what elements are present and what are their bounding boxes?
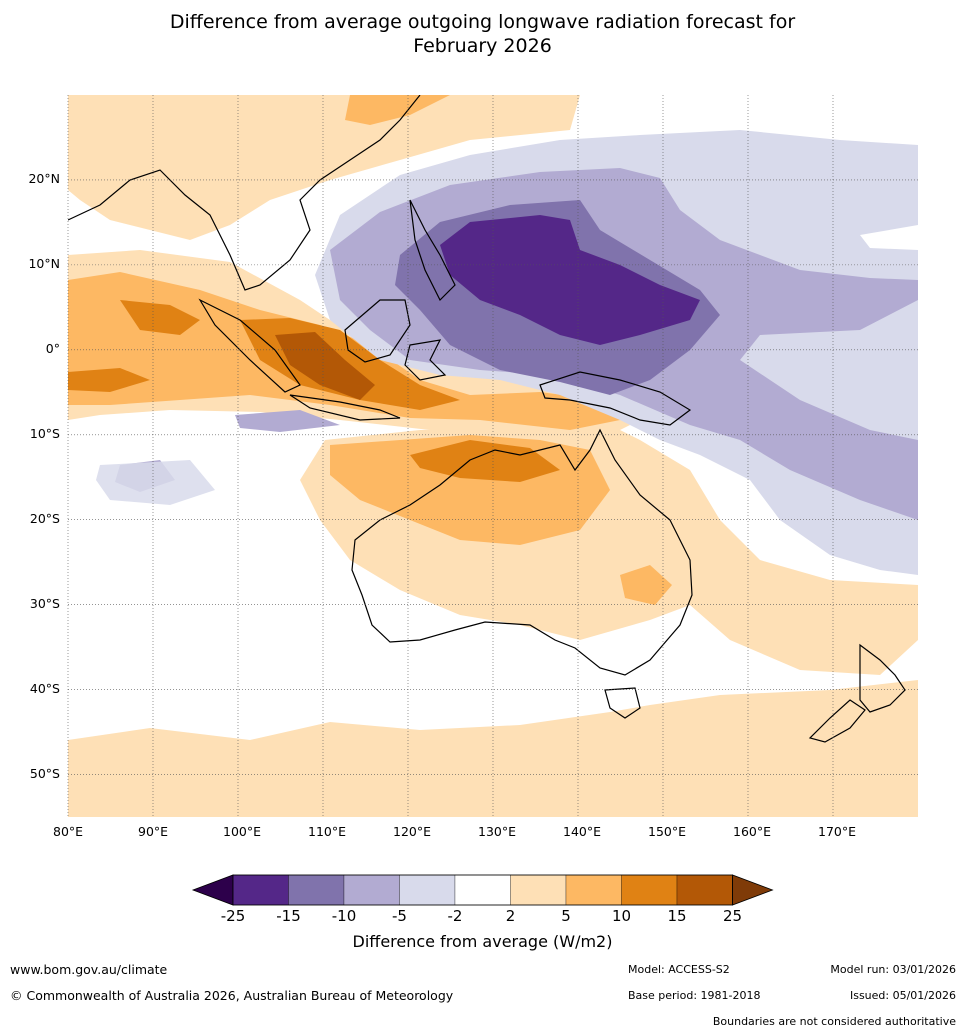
anomaly-fields — [68, 95, 918, 817]
lon-label: 120°E — [393, 824, 432, 839]
colorbar-swatch — [399, 874, 456, 906]
strong-negative-core — [440, 215, 700, 345]
colorbar-tick-label: 2 — [505, 907, 516, 925]
lat-label: 50°S — [29, 765, 60, 781]
lon-label: 140°E — [563, 824, 602, 839]
lat-label: 30°S — [29, 595, 60, 611]
sumatra-coastline — [198, 298, 301, 393]
colorbar-swatch — [510, 874, 567, 906]
graticule — [67, 95, 918, 817]
philippines-coastline — [409, 199, 456, 302]
colorbar-swatch — [676, 874, 733, 906]
colorbar-title: Difference from average (W/m2) — [352, 932, 613, 951]
lon-label: 130°E — [478, 824, 517, 839]
colorbar-swatch — [343, 874, 400, 906]
colorbar-swatch — [565, 874, 622, 906]
new-guinea-coastline — [539, 371, 692, 426]
lon-label: 100°E — [223, 824, 262, 839]
forecast-map — [67, 95, 918, 817]
footer-url[interactable]: www.bom.gov.au/climate — [10, 962, 168, 977]
colorbar-tick-label: 15 — [667, 907, 687, 925]
colorbar — [191, 874, 774, 906]
colorbar-swatch — [454, 874, 511, 906]
lat-label: 10°S — [29, 425, 60, 441]
footer-base-period: Base period: 1981-2018 — [628, 989, 761, 1002]
lat-label: 0° — [45, 340, 60, 356]
colorbar-tick-label: -2 — [447, 907, 463, 925]
colorbar-tick-label: -10 — [331, 907, 357, 925]
lon-label: 170°E — [818, 824, 857, 839]
sulawesi-coastline — [404, 339, 447, 381]
title-line-1: Difference from average outgoing longwav… — [169, 11, 796, 33]
colorbar-swatch — [621, 874, 678, 906]
footer-model: Model: ACCESS-S2 — [628, 963, 730, 976]
colorbar-extend-min — [191, 874, 234, 906]
colorbar-tick-label: -15 — [276, 907, 301, 925]
new-zealand-coastline — [808, 643, 906, 743]
footer-issued: Issued: 05/01/2026 — [849, 989, 956, 1002]
tasmania-coastline — [604, 687, 641, 719]
colorbar-swatch — [288, 874, 345, 906]
positive-anomaly-region-south — [68, 680, 918, 817]
java-coastline — [289, 394, 401, 421]
colorbar-swatch — [232, 874, 289, 906]
colorbar-tick-label: -5 — [392, 907, 407, 925]
lat-label: 40°S — [29, 680, 60, 696]
australia-coastline — [351, 428, 693, 676]
title-line-2: February 2026 — [413, 35, 552, 57]
lat-label: 20°S — [29, 510, 60, 526]
lon-label: 150°E — [648, 824, 687, 839]
footer-copyright: © Commonwealth of Australia 2026, Austra… — [10, 988, 454, 1003]
footer-disclaimer: Boundaries are not considered authoritat… — [712, 1015, 956, 1028]
lat-label: 10°N — [28, 255, 60, 271]
colorbar-tick-label: 10 — [611, 907, 632, 925]
lon-label: 110°E — [308, 824, 347, 839]
lon-label: 160°E — [733, 824, 772, 839]
colorbar-tick-label: 5 — [561, 907, 571, 925]
lon-label: 80°E — [53, 824, 84, 839]
borneo-coastline — [344, 299, 411, 363]
colorbar-extend-max — [732, 874, 774, 906]
colorbar-tick-label: -25 — [220, 907, 246, 925]
coastlines — [68, 95, 906, 743]
lon-label: 90°E — [138, 824, 169, 839]
asia-coastline — [68, 95, 421, 291]
colorbar-tick-label: 25 — [722, 907, 743, 925]
lat-label: 20°N — [28, 170, 60, 186]
footer-model-run: Model run: 03/01/2026 — [830, 963, 956, 976]
